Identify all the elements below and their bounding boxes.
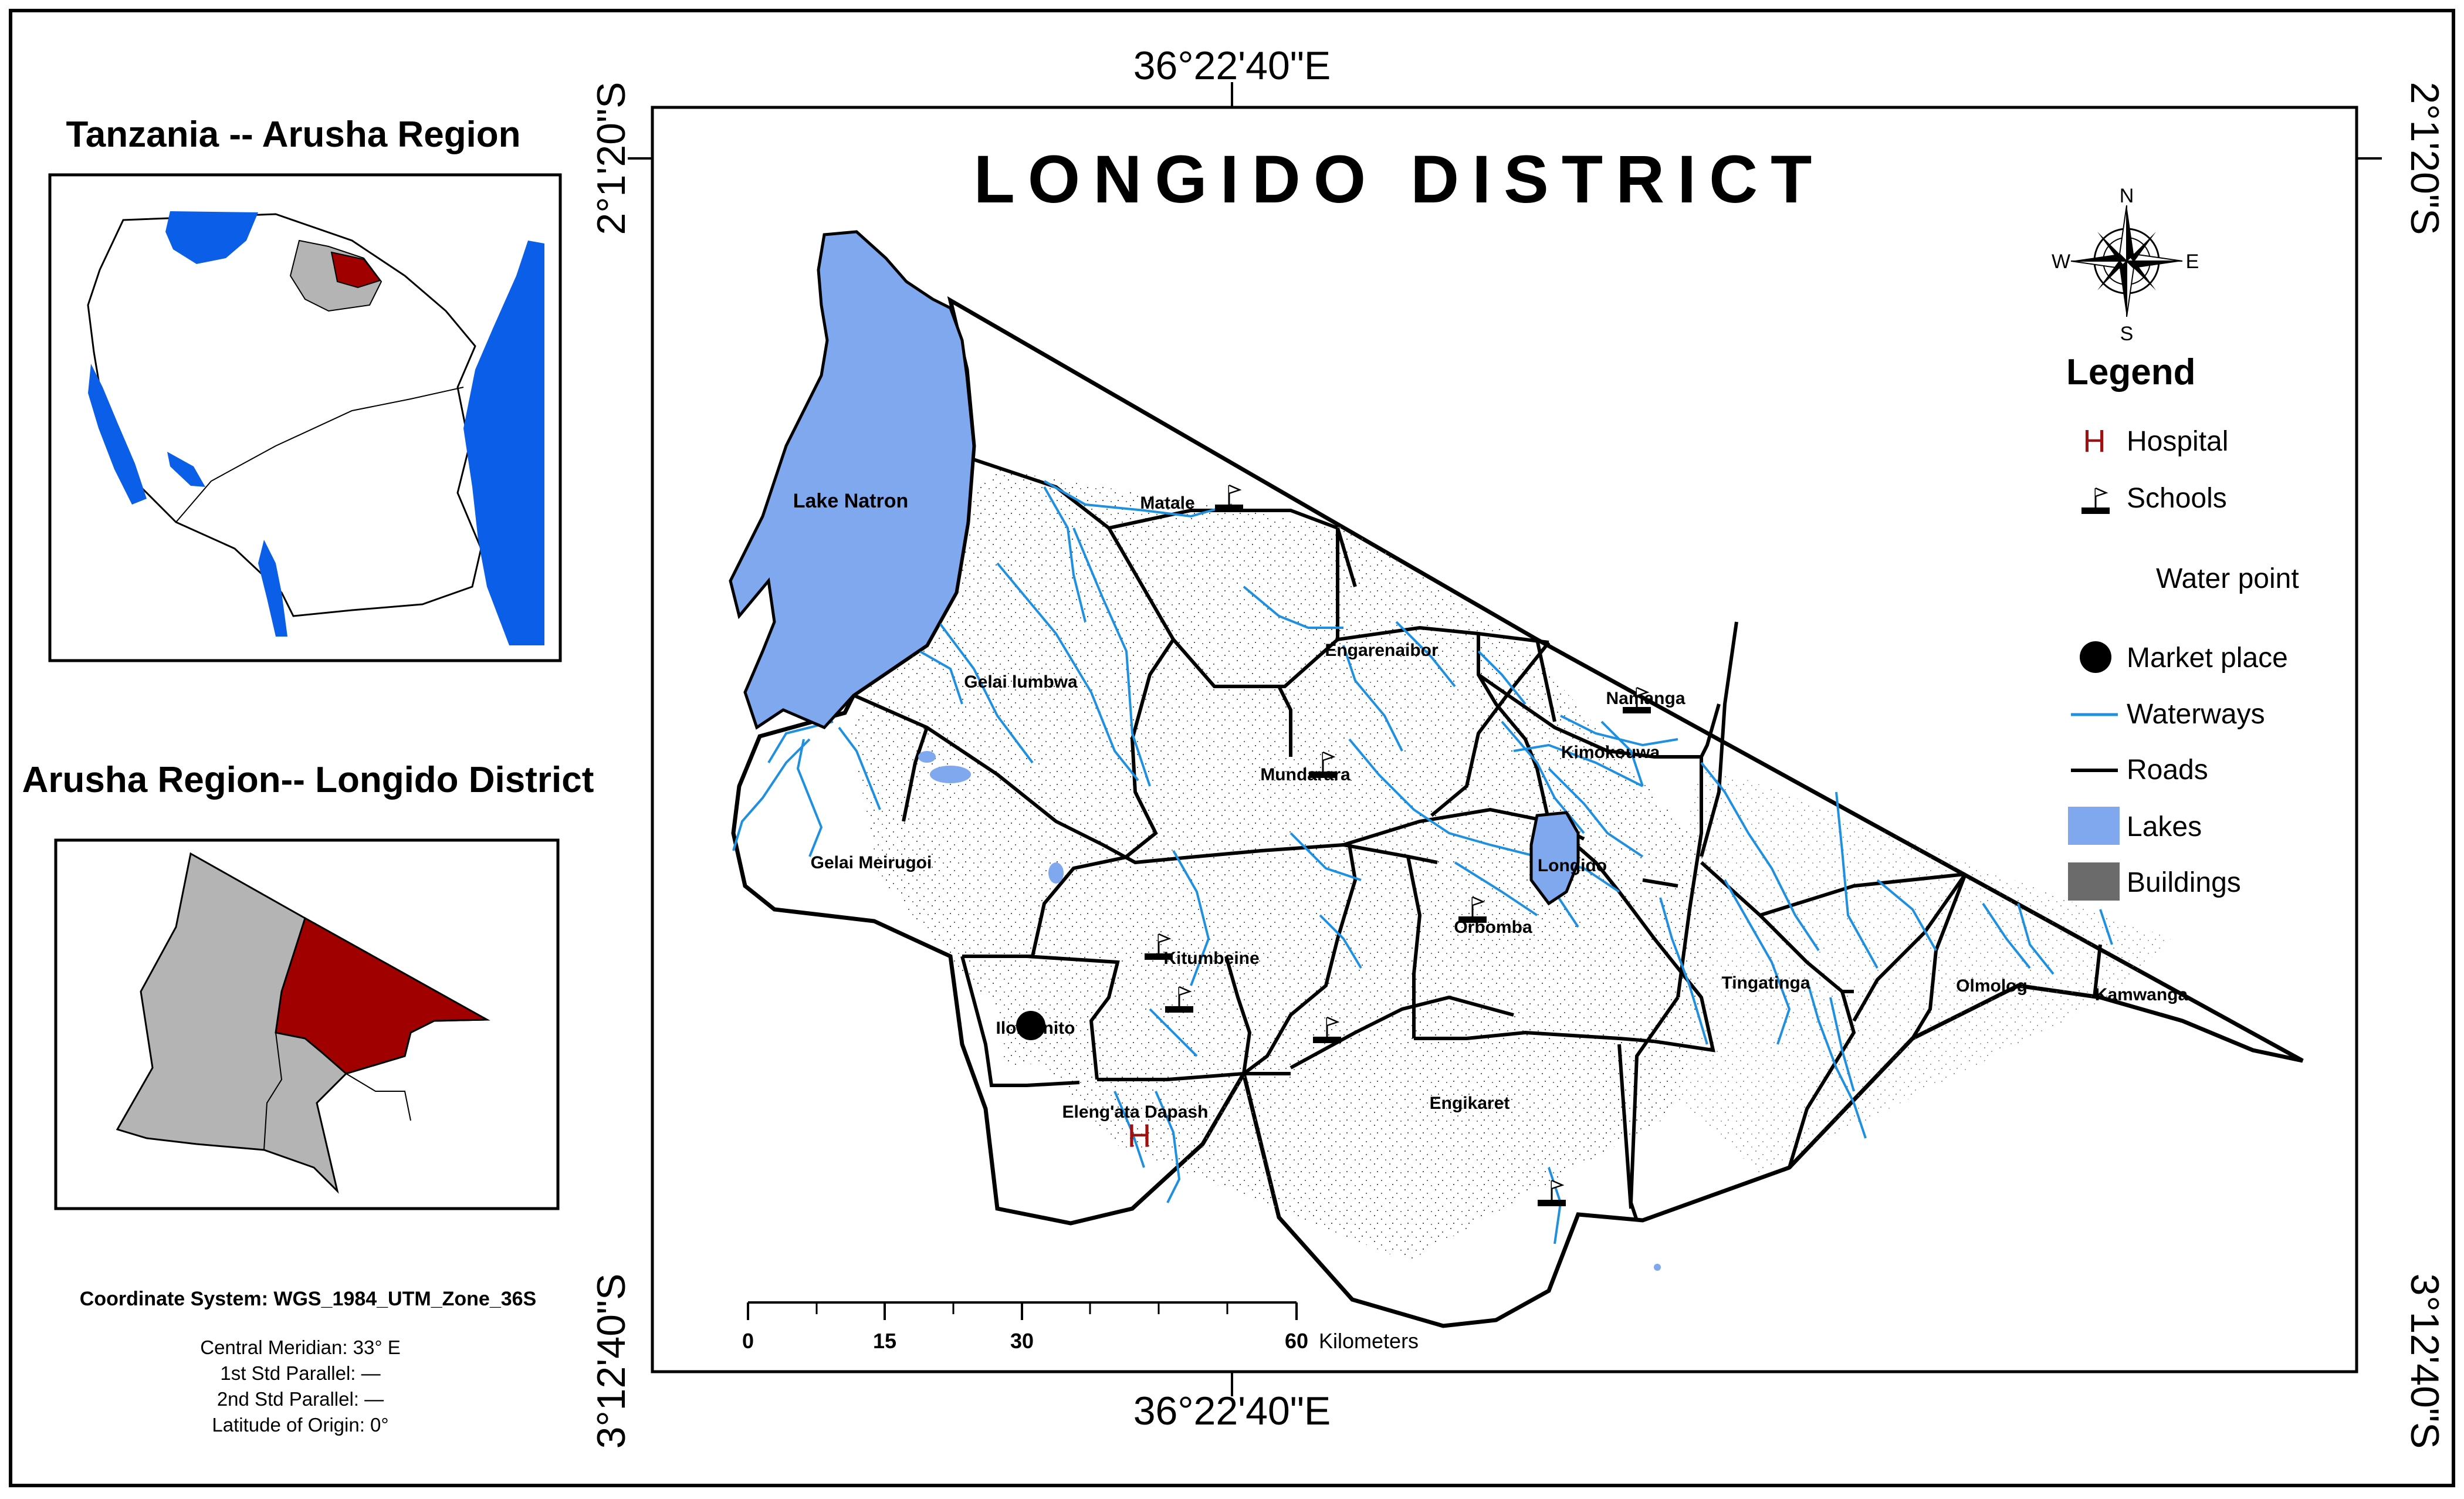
school-icon	[1313, 1016, 1341, 1043]
legend-market-icon	[2080, 641, 2111, 673]
legend-schools-icon	[2081, 487, 2110, 514]
scale-unit: Kilometers	[1319, 1329, 1419, 1353]
svg-text:N: N	[2120, 185, 2134, 207]
inset-arusha	[54, 838, 560, 1210]
lake-victoria-shape	[165, 211, 258, 264]
legend-label-schools: Schools	[2127, 483, 2227, 514]
svg-text:2nd Std Parallel: —: 2nd Std Parallel: —	[217, 1388, 384, 1410]
legend-label-market-place: Market place	[2127, 642, 2288, 674]
inset-arusha-title: Arusha Region-- Longido District	[22, 760, 594, 800]
legend-label-buildings: Buildings	[2127, 867, 2241, 898]
school-icon	[1623, 686, 1651, 713]
legend-label-hospital: Hospital	[2127, 426, 2228, 457]
inset-tanzania-title: Tanzania -- Arusha Region	[66, 114, 520, 155]
hospital-icon: H	[1128, 1117, 1151, 1154]
ward-longido: Longido	[1538, 856, 1607, 875]
small-water-bodies	[918, 751, 1661, 1271]
scale-tick-15: 15	[873, 1329, 896, 1353]
longido-highlight-shape	[330, 251, 381, 289]
ward-kamwanga: Kamwanga	[2095, 985, 2188, 1004]
ward-kimokouwa: Kimokouwa	[1561, 743, 1660, 762]
svg-text:E: E	[2186, 251, 2199, 273]
svg-text:W: W	[2052, 251, 2070, 273]
coord-left-bottom-latitude: 3°12'40"S	[589, 1274, 634, 1449]
legend-lakes-swatch	[2068, 807, 2120, 845]
school-icon	[1309, 751, 1337, 778]
coord-bottom-longitude: 36°22'40"E	[1133, 1389, 1331, 1433]
school-icon	[1165, 986, 1193, 1013]
ward-matale: Matale	[1140, 493, 1194, 513]
ward-engarenaibor: Engarenaibor	[1325, 641, 1439, 660]
school-icon	[1458, 896, 1487, 923]
svg-text:Latitude of Origin: 0°: Latitude of Origin: 0°	[212, 1414, 388, 1436]
coord-top-longitude: 36°22'40"E	[1133, 43, 1331, 88]
waterways-layer	[732, 480, 2113, 1244]
ward-elengata-dapash: Eleng'ata Dapash	[1062, 1102, 1209, 1122]
svg-text:Central Meridian: 33° E: Central Meridian: 33° E	[200, 1336, 401, 1358]
schools-layer	[1145, 484, 1651, 1206]
scale-tick-30: 30	[1010, 1329, 1034, 1353]
legend-label-roads: Roads	[2127, 754, 2208, 786]
svg-text:Coordinate System: WGS_1984_UT: Coordinate System: WGS_1984_UTM_Zone_36S	[80, 1288, 536, 1310]
legend-buildings-swatch	[2068, 862, 2120, 901]
scale-tick-60: 60	[1285, 1329, 1308, 1353]
legend-label-lakes: Lakes	[2127, 811, 2202, 842]
ward-kitumbeine: Kitumbeine	[1163, 949, 1259, 968]
svg-text:S: S	[2120, 323, 2134, 345]
coord-right-bottom-latitude: 3°12'40"S	[2402, 1274, 2447, 1449]
market-place-icon	[1016, 1011, 1045, 1040]
inset-tanzania	[48, 173, 562, 662]
map-title: LONGIDO DISTRICT	[974, 142, 1825, 217]
coord-left-top-latitude: 2°1'20"S	[589, 82, 634, 235]
lake-natron	[729, 230, 976, 730]
legend-hospital-icon: H	[2083, 424, 2106, 459]
ward-olmolog: Olmolog	[1956, 976, 2028, 996]
legend-label-waterways: Waterways	[2127, 699, 2265, 730]
page-border	[9, 9, 2455, 1487]
school-icon	[1145, 933, 1173, 960]
school-icon	[1538, 1179, 1566, 1206]
scale-tick-0: 0	[742, 1329, 754, 1353]
legend-label-water-point: Water point	[2156, 563, 2299, 594]
svg-text:1st Std Parallel: —: 1st Std Parallel: —	[220, 1362, 380, 1384]
ward-labels: Matale Gelai lumbwa Engarenaibor Namanga…	[811, 493, 2188, 1122]
lake-nyasa-shape	[258, 540, 287, 637]
scale-bar: 0 15 30 60 Kilometers	[742, 1301, 1419, 1353]
ward-tingatinga: Tingatinga	[1721, 973, 1810, 993]
lake-tanganyika-shape	[88, 364, 147, 505]
legend: Legend H Hospital Schools Water point Ma…	[2066, 352, 2299, 901]
projection-info: Coordinate System: WGS_1984_UTM_Zone_36S…	[80, 1288, 536, 1436]
legend-title: Legend	[2066, 352, 2195, 392]
roads-layer	[852, 456, 2102, 1221]
ward-gelai-meirugoi: Gelai Meirugoi	[811, 853, 932, 872]
lake-natron-label: Lake Natron	[793, 490, 909, 512]
ward-gelai-lumbwa: Gelai lumbwa	[964, 672, 1078, 692]
ocean-shape	[463, 241, 544, 645]
longido-lake	[1529, 811, 1580, 906]
school-icon	[1215, 484, 1243, 511]
north-arrow-icon: N S E W	[2052, 185, 2199, 345]
ward-engikaret: Engikaret	[1430, 1094, 1510, 1113]
coord-right-top-latitude: 2°1'20"S	[2402, 82, 2447, 235]
